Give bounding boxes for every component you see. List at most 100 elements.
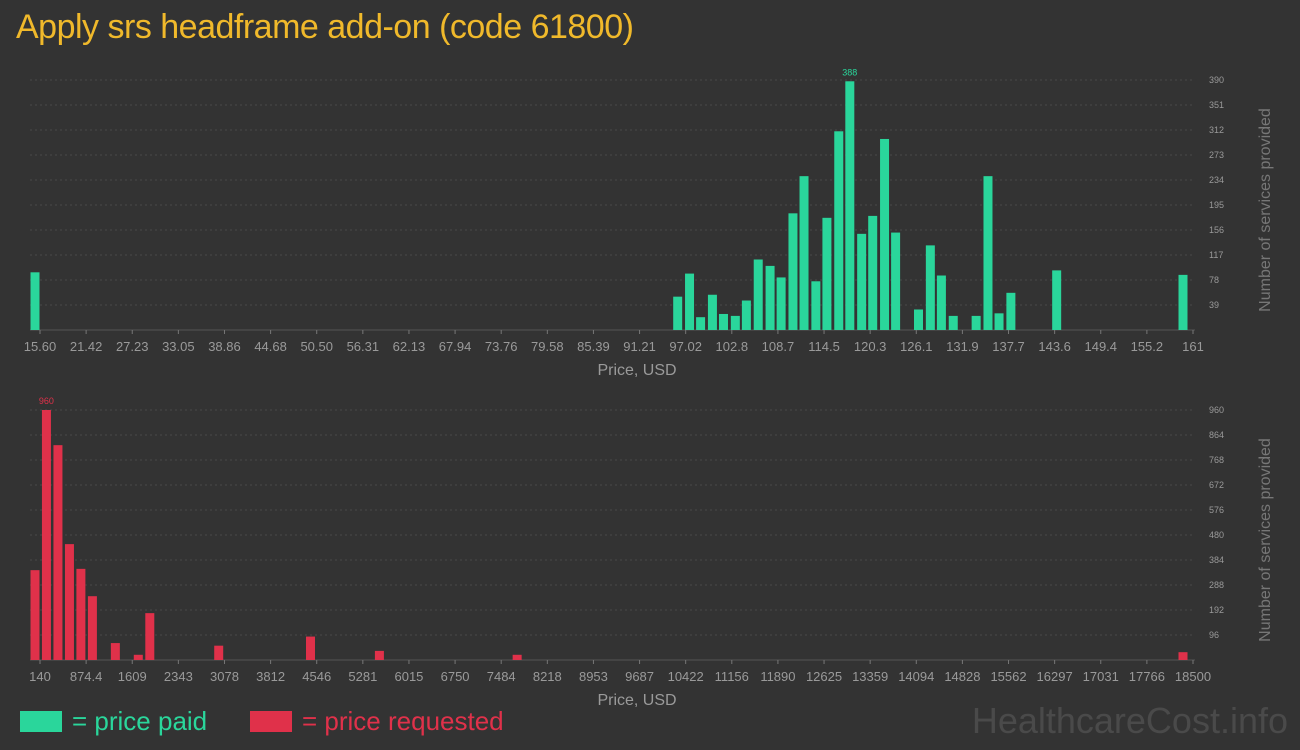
x-tick-label: 140 [29,669,51,684]
bar [718,313,728,330]
x-tick-label: 44.68 [254,339,287,354]
legend-paid-label: = price paid [72,706,208,736]
y-tick-label: 384 [1209,555,1224,565]
bar [880,138,890,330]
x-tick-label: 62.13 [393,339,426,354]
y-axis-label: Number of services provided [1257,108,1274,312]
y-axis-label: Number of services provided [1257,438,1274,642]
bar [133,654,143,660]
bar [936,275,946,330]
x-tick-label: 155.2 [1131,339,1164,354]
y-tick-label: 273 [1209,150,1224,160]
x-tick-label: 79.58 [531,339,564,354]
x-tick-label: 14094 [898,669,934,684]
x-tick-label: 10422 [668,669,704,684]
bar [948,315,958,330]
x-tick-label: 4546 [302,669,331,684]
x-tick-label: 7484 [487,669,516,684]
watermark: HealthcareCost.info [971,700,1288,741]
y-tick-label: 195 [1209,200,1224,210]
bar [822,217,832,330]
x-tick-label: 1609 [118,669,147,684]
bar [994,313,1004,330]
y-tick-label: 39 [1209,300,1219,310]
x-tick-label: 120.3 [854,339,887,354]
x-tick-label: 17031 [1083,669,1119,684]
x-tick-label: 143.6 [1038,339,1071,354]
x-tick-label: 114.5 [808,339,840,354]
peak-data-label: 388 [842,67,857,77]
x-axis-label: Price, USD [597,362,676,379]
x-tick-label: 17766 [1129,669,1165,684]
bar [741,300,751,330]
y-tick-label: 390 [1209,75,1224,85]
bar [914,309,924,330]
x-tick-label: 33.05 [162,339,195,354]
x-tick-label: 18500 [1175,669,1211,684]
chart-price-requested: 96 192 288 384 480 576 672 768 864 960 140 874.4 160… [0,390,1300,710]
y-tick-label: 768 [1209,455,1224,465]
x-tick-label: 11890 [760,669,795,684]
peak-data-label: 960 [39,396,54,406]
x-tick-label: 21.42 [70,339,103,354]
bar [857,233,867,330]
x-tick-label: 8218 [533,669,562,684]
y-tick-label: 960 [1209,405,1224,415]
chart-price-requested-svg: 96 192 288 384 480 576 672 768 864 960 140 874.4 160… [29,396,1274,709]
x-tick-label: 2343 [164,669,193,684]
bar [76,568,86,660]
bar [512,654,522,660]
bar [110,643,120,660]
legend-price-paid: = price paid [20,706,207,737]
bar [685,273,695,330]
x-tick-label: 91.21 [623,339,656,354]
bar [673,296,683,330]
bar [145,613,155,660]
x-tick-label: 73.76 [485,339,518,354]
bar [891,232,901,330]
x-tick-label: 3078 [210,669,239,684]
bar [753,259,763,330]
x-tick-label: 85.39 [577,339,610,354]
x-tick-label: 14828 [944,669,980,684]
x-tick-label: 97.02 [669,339,702,354]
x-tick-label: 8953 [579,669,608,684]
bar [214,645,224,660]
x-axis-label: Price, USD [597,692,676,709]
bar [776,277,786,330]
chart-price-paid: 39 78 117 156 195 234 273 312 351 390 15.60 21.42 27… [0,60,1300,380]
page-title: Apply srs headframe add-on (code 61800) [16,8,634,46]
bar [64,544,74,660]
bar [1052,270,1062,330]
bar [730,315,740,330]
bar [1006,292,1016,330]
x-tick-label: 15.60 [24,339,57,354]
bar [1178,652,1188,660]
x-tick-label: 67.94 [439,339,472,354]
bar [788,213,798,330]
y-tick-label: 288 [1209,580,1224,590]
y-tick-label: 117 [1209,250,1223,260]
x-tick-label: 11156 [715,669,749,684]
bar [868,215,878,330]
x-tick-label: 13359 [852,669,888,684]
x-tick-label: 6750 [441,669,470,684]
bar [41,410,51,660]
bar [696,317,706,330]
legend-paid-swatch [20,711,62,732]
y-tick-label: 156 [1209,225,1224,235]
bar [983,176,993,330]
x-tick-label: 50.50 [300,339,333,354]
y-tick-label: 351 [1209,100,1224,110]
y-tick-label: 78 [1209,275,1219,285]
x-tick-label: 131.9 [946,339,979,354]
x-tick-label: 102.8 [716,339,749,354]
y-tick-label: 864 [1209,430,1224,440]
x-tick-label: 108.7 [762,339,795,354]
chart-price-paid-svg: 39 78 117 156 195 234 273 312 351 390 15.60 21.42 27… [24,67,1274,379]
x-tick-label: 874.4 [70,669,103,684]
bar [30,570,40,660]
x-tick-label: 27.23 [116,339,149,354]
x-tick-label: 161 [1182,339,1204,354]
bar [845,81,855,331]
